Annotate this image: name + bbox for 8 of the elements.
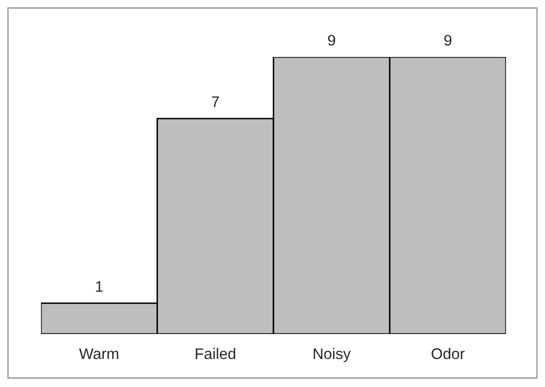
data-label: 9 [328,34,336,46]
data-label: 9 [444,34,452,46]
x-tick-label: Warm [79,348,118,360]
x-tick-label: Noisy [314,348,351,362]
x-tick-label: Failed [196,348,236,360]
x-tick-label: Odor [432,348,465,360]
data-label: 1 [96,281,103,292]
data-label: 7 [212,96,219,108]
